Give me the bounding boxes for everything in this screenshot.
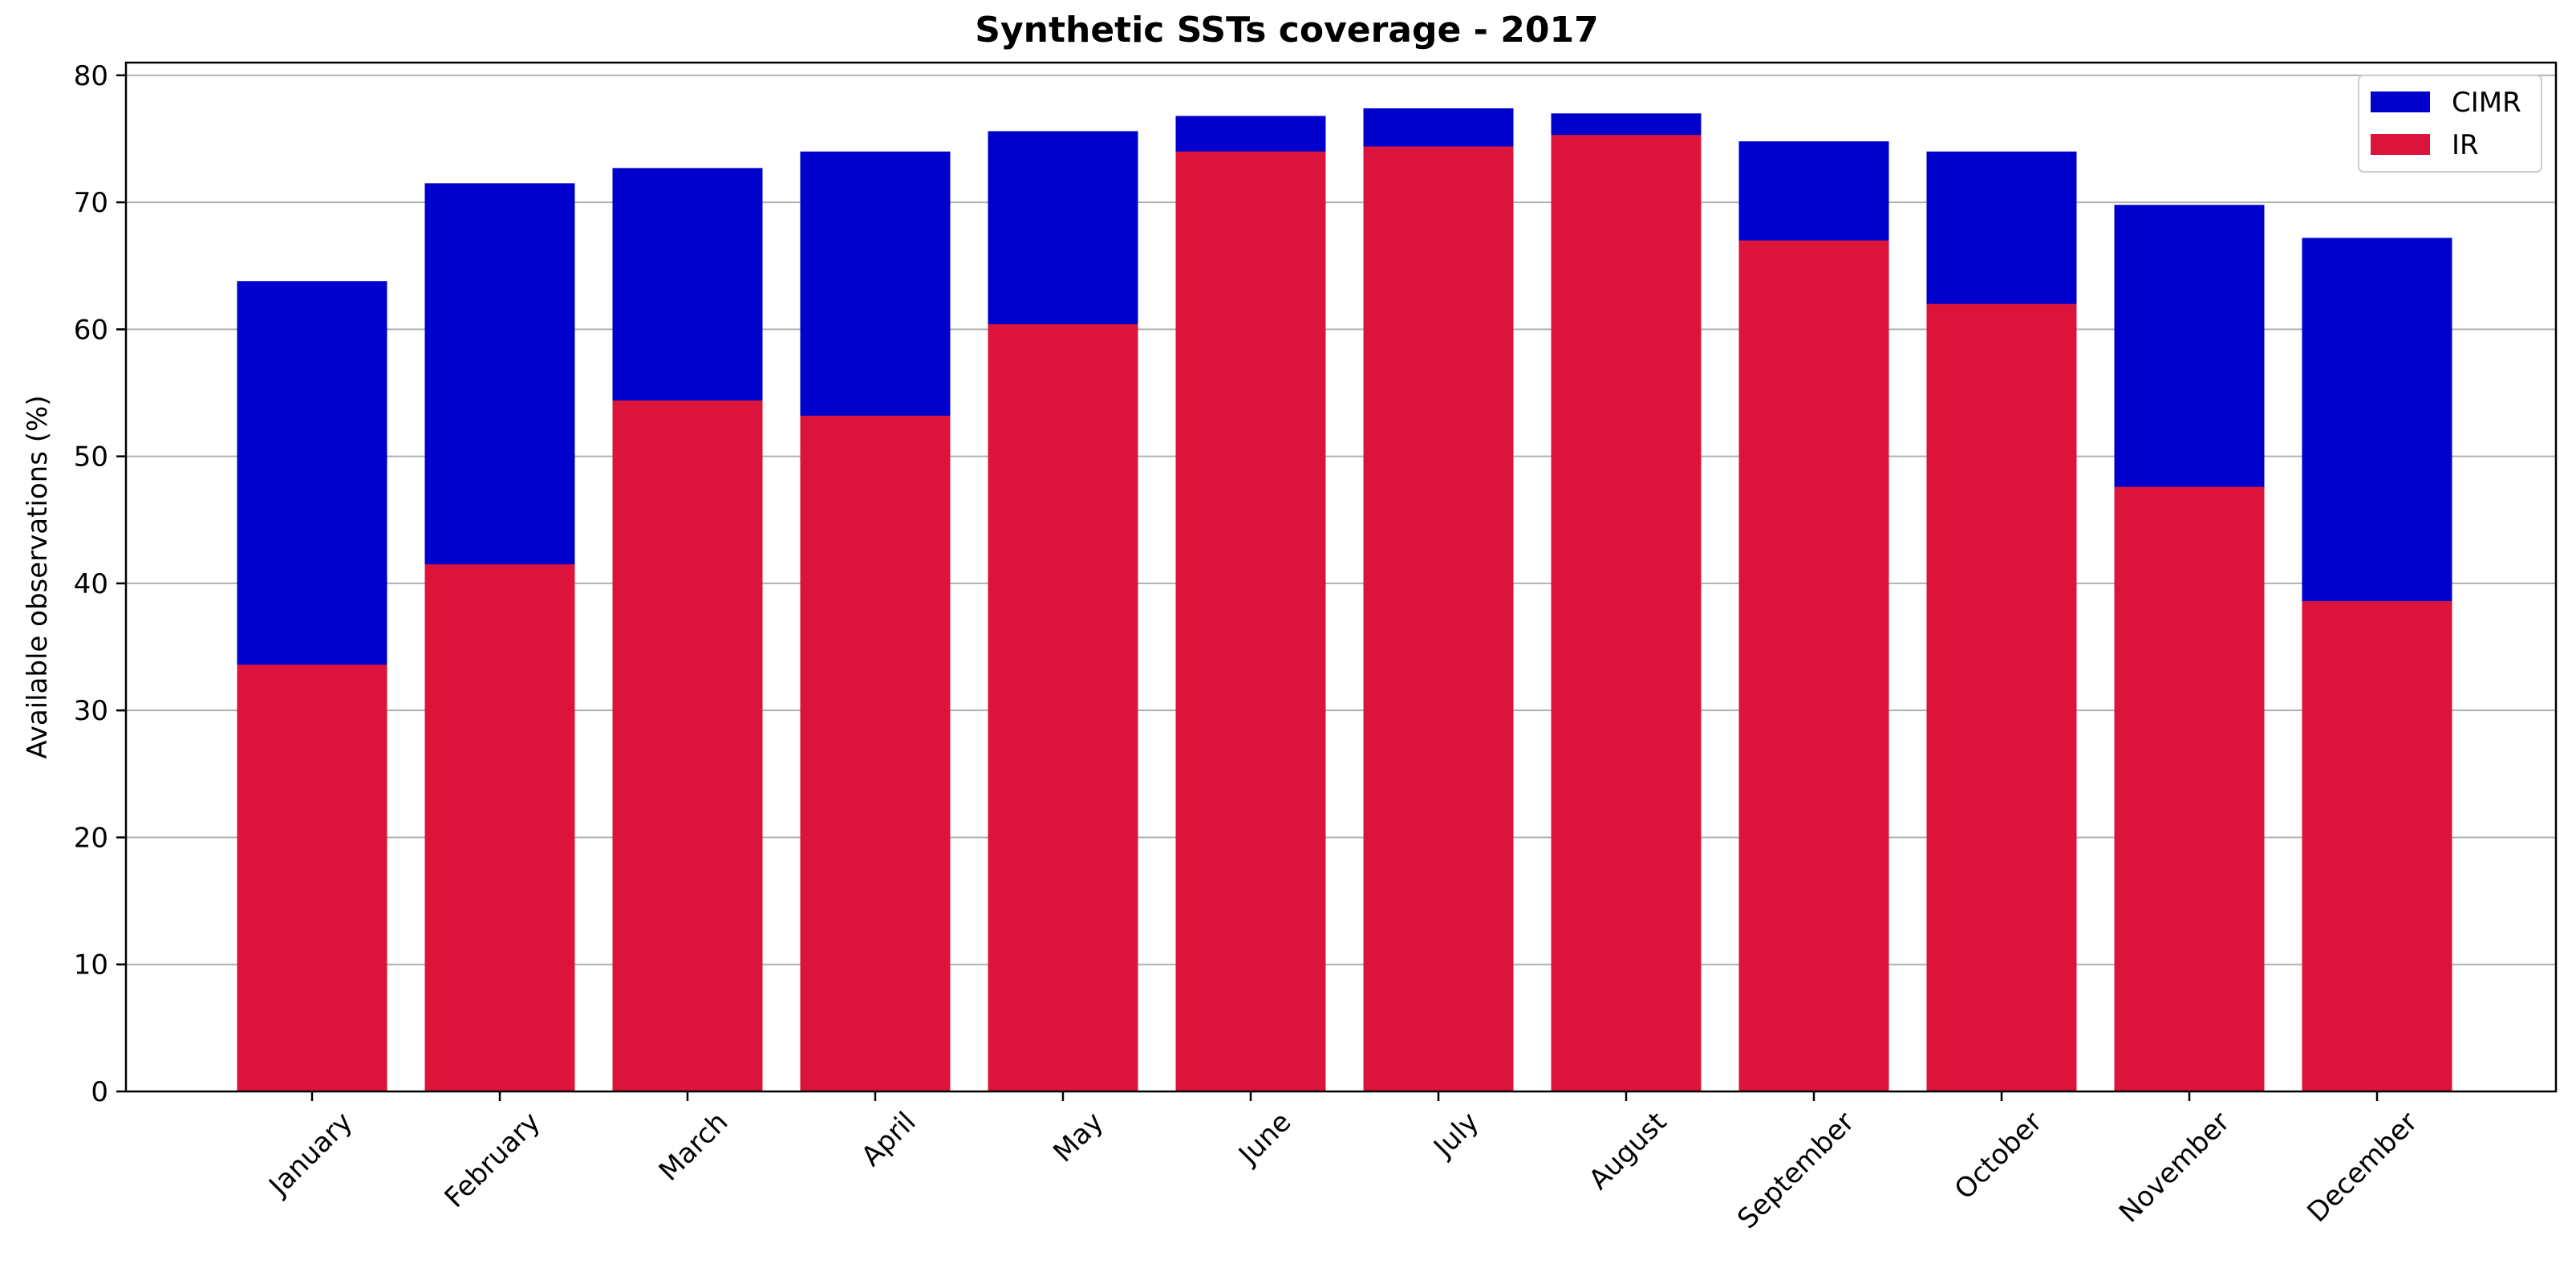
y-tick-label-10: 10 [74,949,108,982]
x-tick-label-february: February [439,1106,547,1214]
y-tick-label-80: 80 [74,60,108,92]
x-axis: January February March April May June July Augu… [262,1091,2424,1235]
x-tick-label-may: May [1047,1106,1110,1168]
bar-ir-march [612,400,763,1092]
y-tick-label-70: 70 [74,187,108,219]
bar-layer [237,108,2452,1092]
bar-ir-october [1926,303,2077,1091]
x-tick-label-september: September [1731,1106,1860,1235]
legend-label-ir: IR [2452,129,2479,161]
x-tick-label-january: January [262,1106,359,1203]
legend-label-cimr: CIMR [2452,87,2521,119]
x-tick-label-july: July [1426,1106,1485,1164]
bar-ir-january [237,665,387,1091]
y-tick-label-50: 50 [74,441,108,473]
bar-ir-may [988,324,1138,1091]
bar-ir-february [424,564,575,1091]
x-tick-label-november: November [2113,1106,2236,1229]
bar-ir-april [800,415,951,1091]
legend-swatch-cimr [2371,91,2430,112]
y-tick-label-60: 60 [74,314,108,346]
y-tick-label-20: 20 [74,822,108,854]
x-tick-label-december: December [2301,1106,2424,1229]
x-tick-label-april: April [855,1106,922,1173]
bar-ir-june [1175,151,1326,1091]
legend-swatch-ir [2371,134,2430,155]
bar-ir-november [2114,486,2265,1091]
bar-ir-july [1363,146,1514,1092]
x-tick-label-october: October [1949,1106,2049,1206]
plot-frame [124,61,2558,1093]
y-axis-label: Available observations (%) [22,395,54,758]
x-tick-label-march: March [653,1106,735,1188]
x-tick-label-august: August [1583,1106,1673,1196]
legend: CIMR IR [2358,75,2542,173]
chart-title: Synthetic SSTs coverage - 2017 [975,10,1598,51]
x-tick-label-june: June [1231,1106,1297,1172]
bar-ir-december [2302,601,2452,1091]
y-tick-label-40: 40 [74,568,108,600]
bar-ir-september [1738,240,1889,1091]
y-tick-label-0: 0 [91,1076,108,1108]
bar-ir-august [1551,135,1702,1091]
y-tick-label-30: 30 [74,695,108,727]
y-axis: 0 10 20 30 40 50 60 70 80 [74,60,126,1108]
